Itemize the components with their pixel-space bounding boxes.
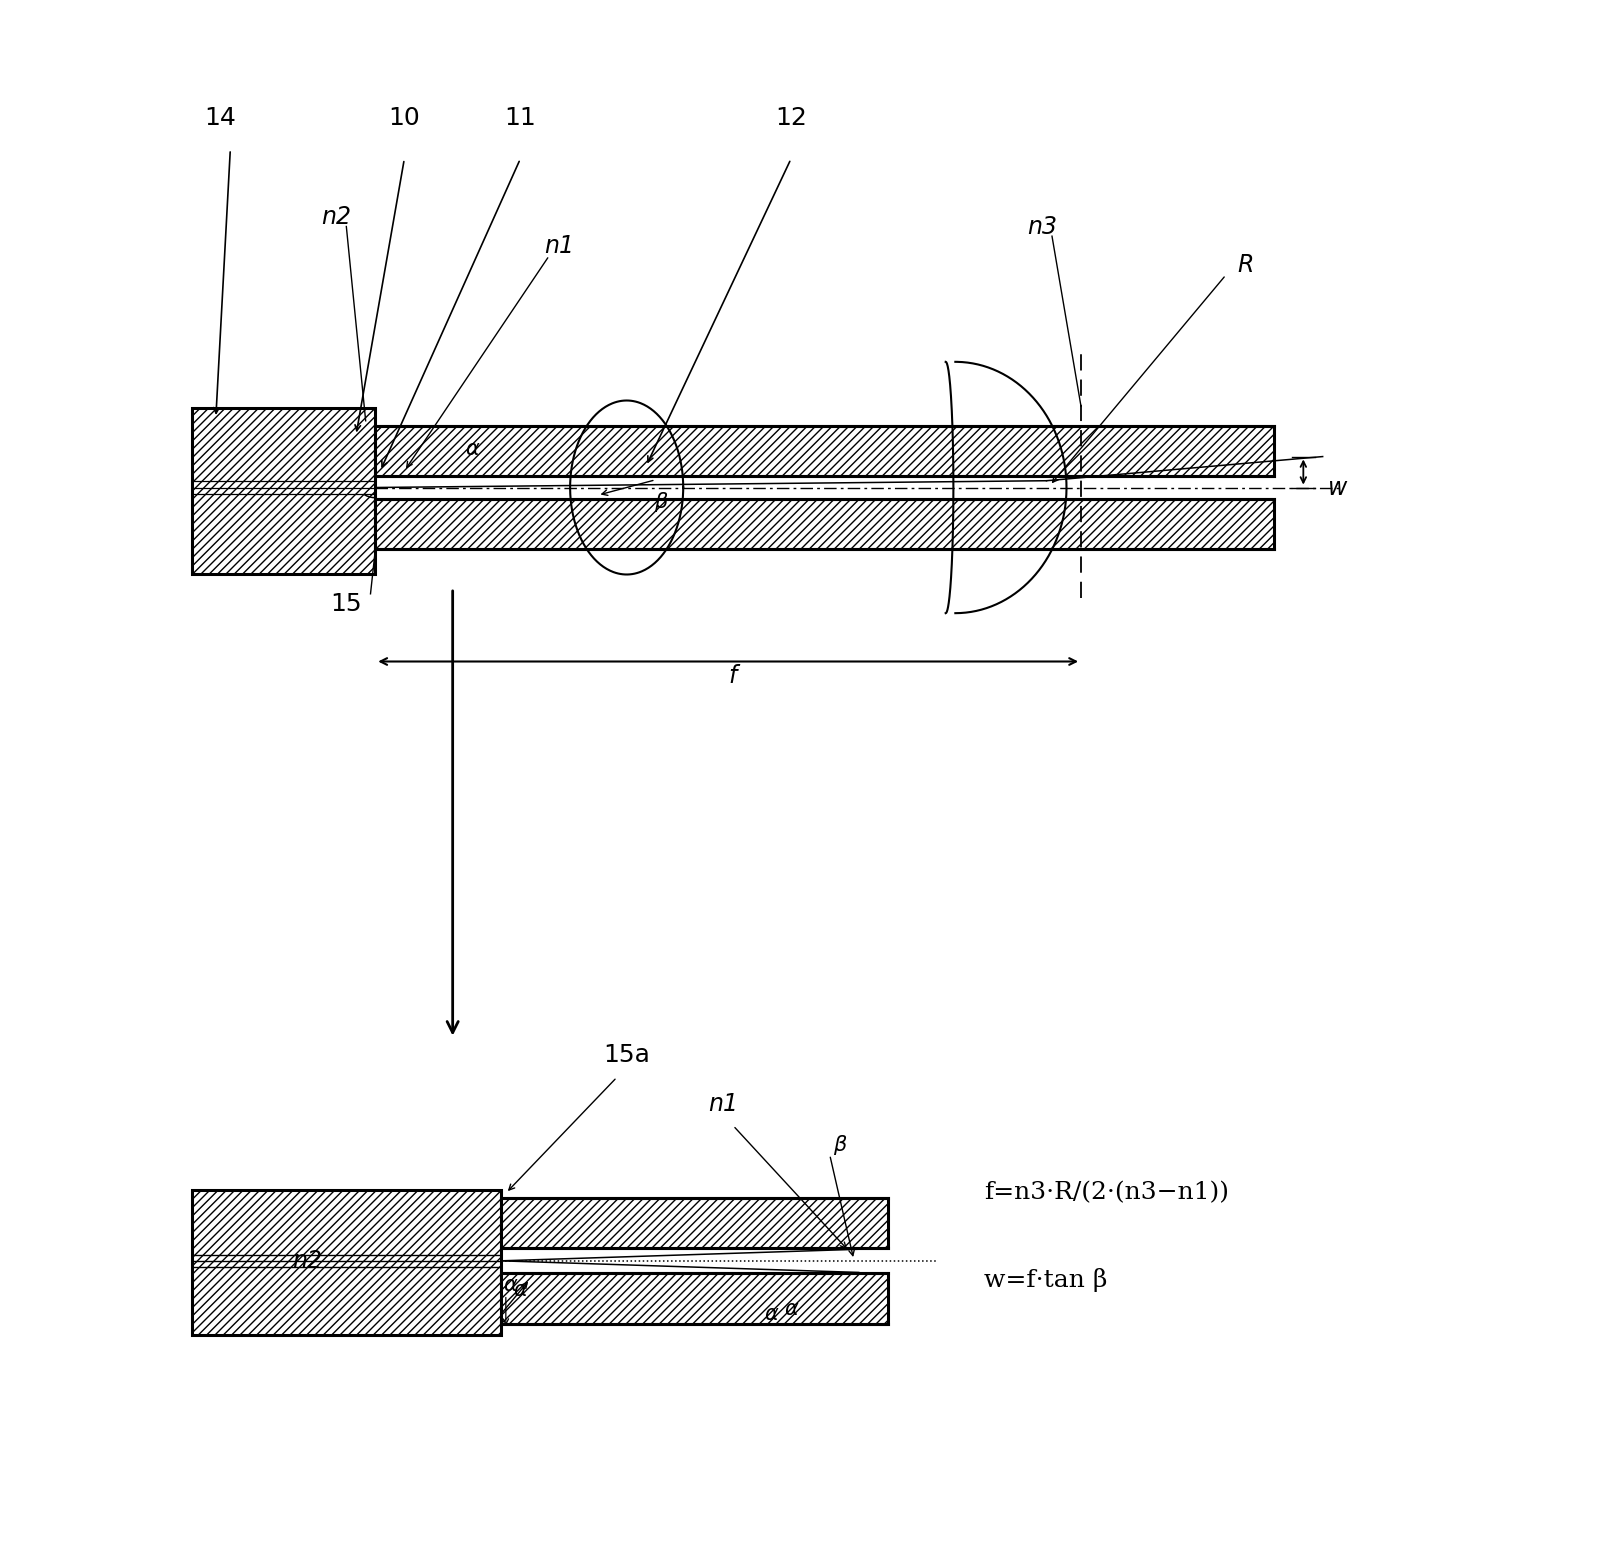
- Text: α: α: [504, 1275, 517, 1295]
- Text: n1: n1: [545, 233, 574, 258]
- Text: w: w: [1327, 476, 1347, 499]
- FancyBboxPatch shape: [501, 1274, 888, 1323]
- FancyBboxPatch shape: [192, 1190, 501, 1336]
- Text: α: α: [765, 1305, 778, 1323]
- Text: 10: 10: [388, 106, 420, 129]
- Text: α: α: [785, 1298, 797, 1319]
- Text: f: f: [728, 664, 738, 687]
- Text: n2: n2: [322, 205, 351, 229]
- Text: 15a: 15a: [603, 1043, 651, 1067]
- Text: n1: n1: [709, 1092, 738, 1116]
- Text: 14: 14: [205, 106, 237, 129]
- Text: w=f·tan β: w=f·tan β: [984, 1269, 1108, 1292]
- FancyBboxPatch shape: [501, 1197, 888, 1249]
- Text: 12: 12: [775, 106, 807, 129]
- Text: β: β: [654, 491, 667, 512]
- Text: α: α: [466, 439, 478, 459]
- FancyBboxPatch shape: [375, 426, 1274, 476]
- FancyBboxPatch shape: [375, 499, 1274, 549]
- Text: n3: n3: [1028, 215, 1057, 238]
- Text: f=n3·R/(2·(n3−n1)): f=n3·R/(2·(n3−n1)): [984, 1182, 1229, 1205]
- Text: 15: 15: [330, 591, 362, 616]
- Text: 11: 11: [504, 106, 536, 129]
- Text: R: R: [1237, 253, 1253, 277]
- Text: n2: n2: [293, 1249, 322, 1274]
- FancyBboxPatch shape: [192, 409, 375, 574]
- Text: β: β: [833, 1135, 846, 1155]
- Text: α: α: [514, 1280, 527, 1300]
